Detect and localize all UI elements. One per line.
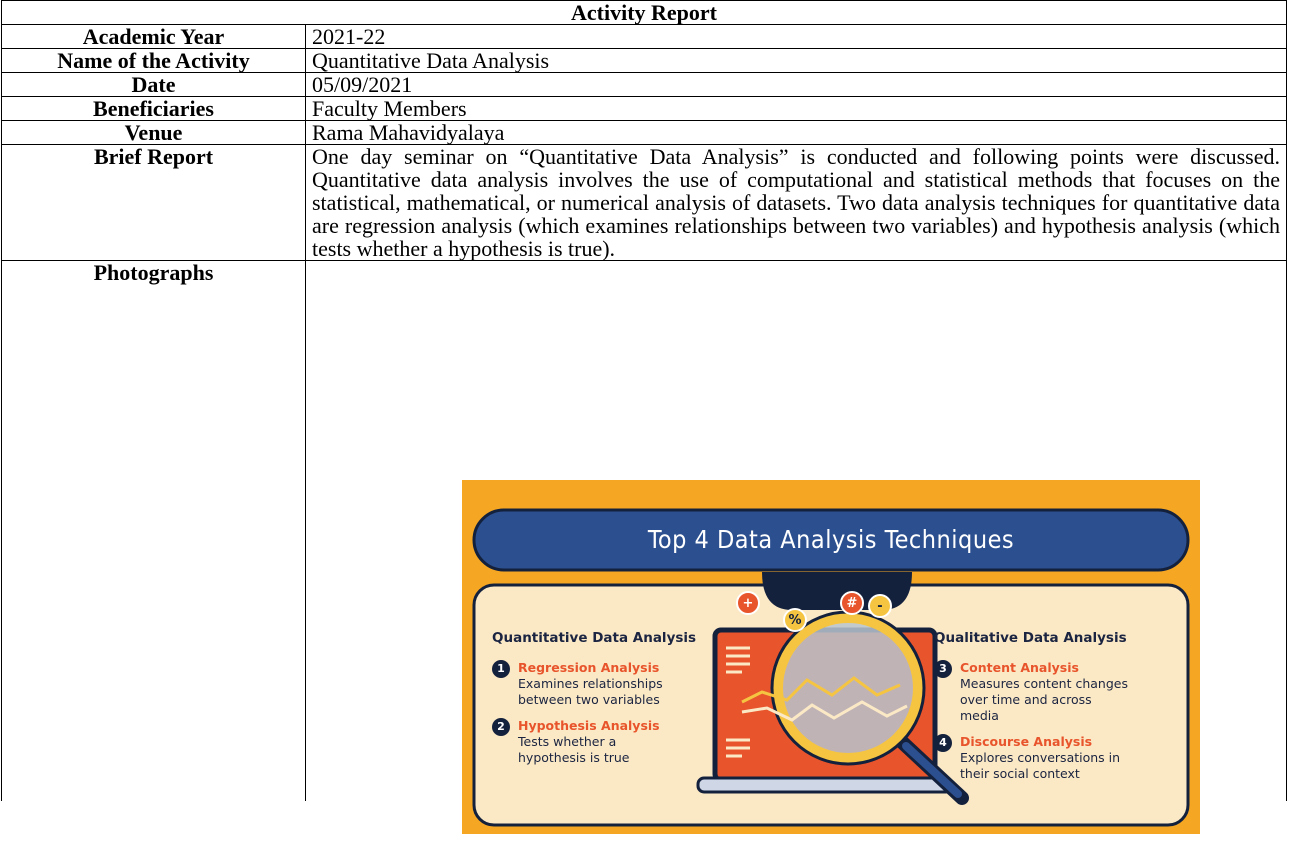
infographic: Top 4 Data Analysis Techniques + % # - Q… — [462, 480, 1200, 834]
row-label: Photographs — [2, 261, 306, 802]
item-number: 4 — [934, 734, 952, 752]
icon: + — [736, 591, 760, 615]
right-column: Qualitative Data Analysis 3 Content Analys… — [934, 630, 1164, 792]
row-label: Brief Report — [2, 145, 306, 261]
row-value: 2021-22 — [306, 25, 1287, 49]
icon: - — [868, 594, 892, 618]
item-title: Regression Analysis — [518, 660, 722, 676]
row-label: Beneficiaries — [2, 97, 306, 121]
item-title: Discourse Analysis — [960, 734, 1164, 750]
icon: # — [840, 591, 864, 615]
item-text: Tests whether a hypothesis is true — [518, 734, 688, 766]
title-row: Activity Report — [2, 1, 1287, 25]
row-label: Academic Year — [2, 25, 306, 49]
item-number: 1 — [492, 660, 510, 678]
laptop-base — [698, 778, 952, 792]
row-value: Quantitative Data Analysis — [306, 49, 1287, 73]
item-title: Hypothesis Analysis — [518, 718, 722, 734]
row-label: Venue — [2, 121, 306, 145]
row-label: Date — [2, 73, 306, 97]
column-heading: Quantitative Data Analysis — [492, 630, 722, 646]
item-number: 3 — [934, 660, 952, 678]
column-heading: Qualitative Data Analysis — [934, 630, 1164, 646]
row-label: Name of the Activity — [2, 49, 306, 73]
row-value: Faculty Members — [306, 97, 1287, 121]
icon: % — [783, 608, 807, 632]
row-value: One day seminar on “Quantitative Data An… — [306, 145, 1287, 261]
row-value: 05/09/2021 — [306, 73, 1287, 97]
item-number: 2 — [492, 718, 510, 736]
item-title: Content Analysis — [960, 660, 1164, 676]
item-text: Measures content changes over time and a… — [960, 676, 1130, 724]
table-title: Activity Report — [2, 1, 1287, 25]
infographic-title: Top 4 Data Analysis Techniques — [474, 510, 1188, 570]
item-text: Examines relationships between two varia… — [518, 676, 688, 708]
page: Activity Report Academic Year2021-22 Nam… — [0, 0, 1289, 844]
left-column: Quantitative Data Analysis 1 Regression An… — [492, 630, 722, 776]
item-text: Explores conversations in their social c… — [960, 750, 1130, 782]
row-value: Rama Mahavidyalaya — [306, 121, 1287, 145]
